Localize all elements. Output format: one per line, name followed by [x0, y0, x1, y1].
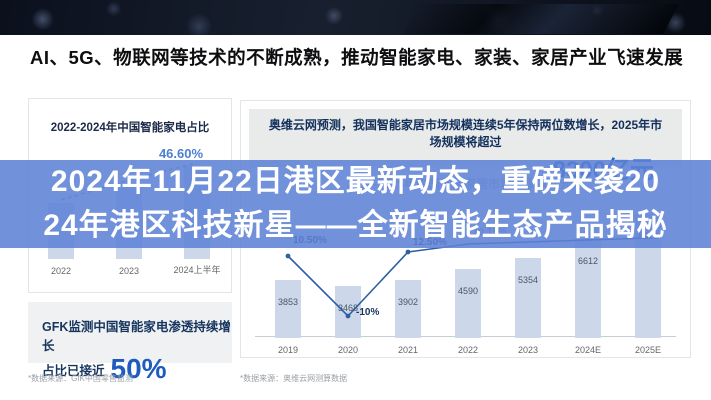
x-tick-label: 2021 — [397, 345, 419, 355]
gfk-stat-line1: GFK监测中国智能家电渗透持续增长 — [42, 320, 231, 353]
gfk-stat-line2: 占比已接近 50% — [42, 353, 232, 384]
left-chart-title: 2022-2024年中国智能家电占比 — [50, 122, 210, 134]
news-title-line1: 2024年11月22日港区最新动态，重磅来袭20 — [50, 165, 661, 198]
x-tick-label: 2022 — [50, 266, 72, 276]
bar-value-label: 4590 — [457, 286, 479, 296]
prediction-banner-text: 奥维云网预测，我国智能家居市场规模连续5年保持两位数增长，2025年市场规模将超… — [268, 118, 663, 149]
bar — [275, 280, 301, 338]
x-tick-label: 2023 — [517, 345, 539, 355]
x-tick-label: 2019 — [277, 345, 299, 355]
bar-value-label: 3902 — [397, 297, 419, 307]
growth-rate-label: -10% — [356, 307, 380, 318]
x-tick-label: 2020 — [337, 345, 359, 355]
gfk-stat-box: GFK监测中国智能家电渗透持续增长 占比已接近 50% — [28, 302, 232, 383]
bar — [455, 269, 481, 338]
bar-value-label: 5354 — [517, 275, 539, 285]
news-title-overlay: 2024年11月22日港区最新动态，重磅来袭20 24年港区科技新星——全新智能… — [0, 160, 711, 248]
page-headline: AI、5G、物联网等技术的不断成熟，推动智能家电、家装、家居产业飞速发展 — [30, 47, 684, 68]
x-tick-label: 2024上半年 — [173, 265, 221, 275]
source-note-left: *数据来源：GfK中国零售监测 — [28, 374, 133, 383]
growth-point — [285, 253, 291, 259]
header-photo-banner — [0, 0, 711, 35]
bar — [575, 239, 601, 338]
bar-value-label: 6612 — [577, 256, 599, 266]
gfk-stat-value: 50% — [110, 353, 167, 384]
bar — [395, 280, 421, 338]
left-chart-highlight-value: 46.60% — [158, 146, 204, 161]
x-tick-label: 2025E — [634, 345, 662, 355]
bar — [515, 258, 541, 338]
growth-point — [405, 249, 411, 255]
x-tick-label: 2022 — [457, 345, 479, 355]
keyboard-photo-fragment — [403, 4, 679, 34]
news-title-line2: 24年港区科技新星——全新智能生态产品揭秘 — [43, 209, 668, 242]
x-tick-label: 2023 — [118, 266, 140, 276]
x-tick-label: 2024E — [574, 345, 602, 355]
gfk-stat-prefix: 占比已接近 — [42, 363, 105, 378]
source-note-right: *数据来源：奥维云网测算数据 — [240, 374, 348, 383]
bar-value-label: 3853 — [277, 297, 299, 307]
